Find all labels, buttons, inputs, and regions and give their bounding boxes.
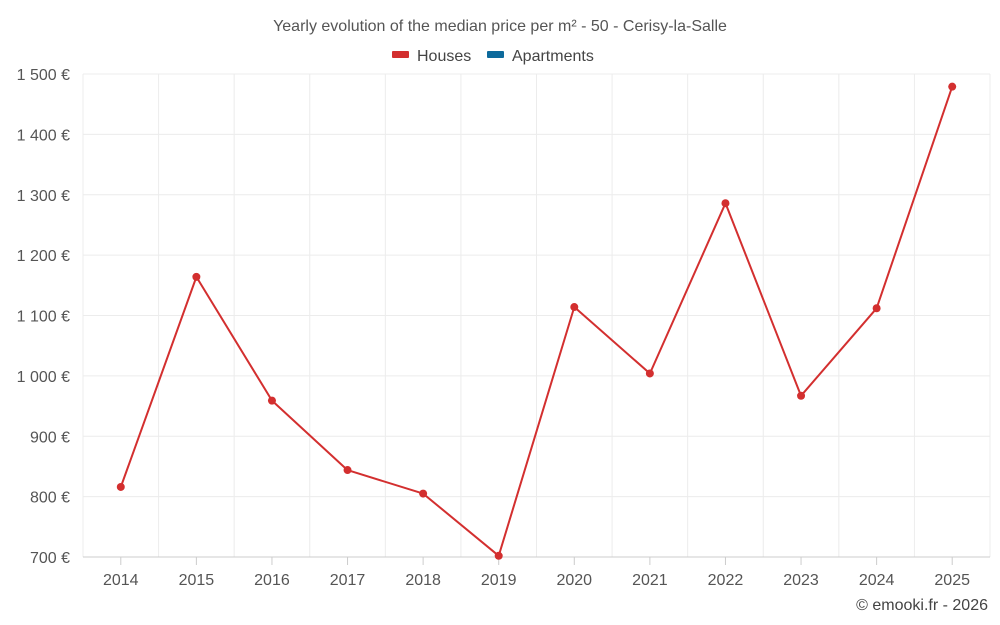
- y-tick-label: 800 €: [30, 490, 70, 507]
- houses-point-2015[interactable]: [192, 272, 201, 281]
- vertical-gridlines: [82, 74, 991, 557]
- y-tick-label: 700 €: [30, 550, 70, 567]
- houses-point-2016[interactable]: [267, 396, 276, 405]
- x-tick-label: 2023: [783, 572, 819, 589]
- houses-point-2023[interactable]: [797, 391, 806, 400]
- x-tick-label: 2017: [330, 572, 366, 589]
- y-tick-label: 1 500 €: [17, 67, 70, 84]
- y-tick-label: 1 000 €: [17, 369, 70, 386]
- x-tick-label: 2015: [179, 572, 215, 589]
- y-tick-label: 900 €: [30, 429, 70, 446]
- x-tick-label: 2022: [708, 572, 744, 589]
- houses-point-2017[interactable]: [343, 466, 352, 475]
- legend-label-houses: Houses: [417, 48, 471, 65]
- houses-point-2025[interactable]: [948, 82, 957, 91]
- houses-point-2014[interactable]: [116, 482, 125, 491]
- houses-point-2022[interactable]: [721, 199, 730, 208]
- x-tick-label: 2019: [481, 572, 517, 589]
- legend-swatch-houses: [392, 51, 409, 58]
- x-tick-label: 2024: [859, 572, 895, 589]
- legend-label-apartments: Apartments: [512, 48, 594, 65]
- chart-title: Yearly evolution of the median price per…: [273, 18, 727, 35]
- legend-swatch-apartments: [487, 51, 504, 58]
- y-tick-label: 1 400 €: [17, 127, 70, 144]
- y-tick-label: 1 300 €: [17, 188, 70, 205]
- legend-item-apartments[interactable]: Apartments: [487, 48, 594, 65]
- y-axis-tick-labels: 700 € 800 € 900 € 1 000 € 1 100 € 1 200 € 1 30…: [17, 67, 70, 567]
- houses-point-2024[interactable]: [872, 304, 881, 313]
- credit-text: © emooki.fr - 2026: [856, 597, 988, 614]
- legend-item-houses[interactable]: Houses: [392, 48, 471, 65]
- houses-point-2020[interactable]: [570, 303, 579, 312]
- houses-line: [119, 86, 954, 557]
- x-tick-label: 2020: [556, 572, 592, 589]
- y-tick-label: 1 100 €: [17, 309, 70, 326]
- legend: Houses Apartments: [392, 48, 594, 65]
- x-tick-label: 2014: [103, 572, 139, 589]
- x-tick-label: 2025: [934, 572, 970, 589]
- x-axis-tick-labels: 2014 2015 2016 2017 2018 2019 2020 2021 2022 2023…: [103, 557, 970, 589]
- houses-point-2021[interactable]: [645, 369, 654, 378]
- houses-point-2018[interactable]: [419, 489, 428, 498]
- x-tick-label: 2021: [632, 572, 668, 589]
- y-tick-label: 1 200 €: [17, 248, 70, 265]
- series-houses: [116, 82, 957, 560]
- houses-point-2019[interactable]: [494, 551, 503, 560]
- x-tick-label: 2018: [405, 572, 441, 589]
- x-tick-label: 2016: [254, 572, 290, 589]
